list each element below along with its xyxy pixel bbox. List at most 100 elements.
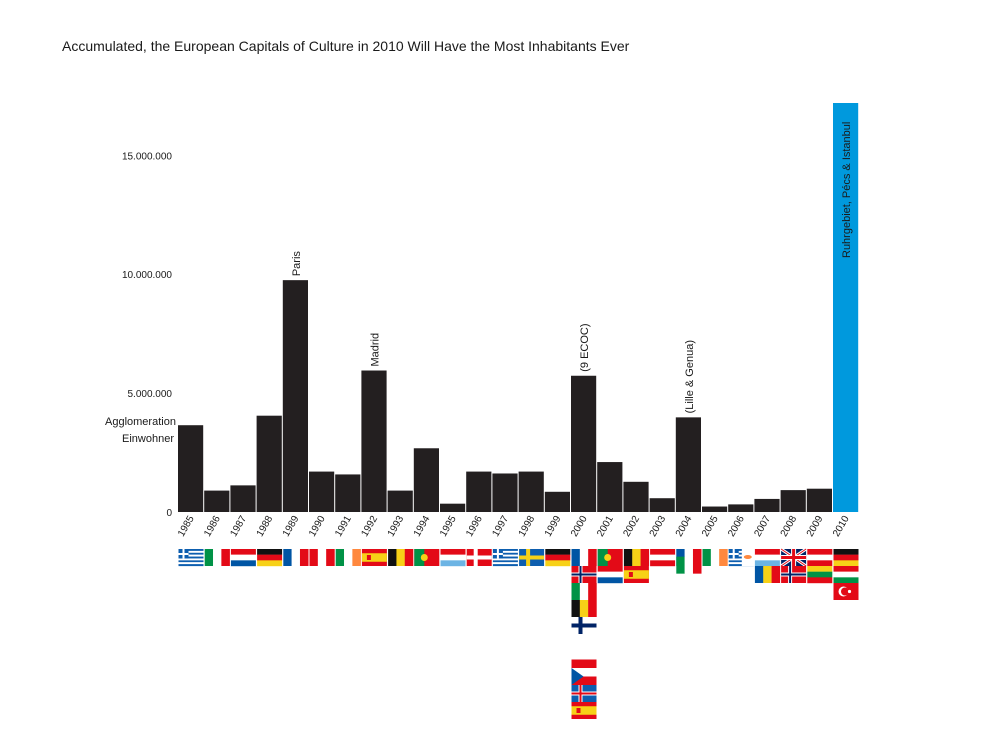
flag-netherlands-icon (230, 549, 256, 567)
flags (178, 547, 859, 719)
flag-spain-icon (623, 566, 649, 583)
bar-1988 (256, 415, 282, 512)
bar-2002 (623, 481, 649, 512)
flag-portugal-icon (597, 549, 623, 566)
flag-iceland-icon (571, 685, 597, 702)
bar-1989 (282, 280, 308, 512)
x-tick-label: 1985 (176, 514, 197, 539)
flag-norway-icon (571, 566, 597, 583)
flag-belgium-icon (623, 549, 650, 566)
x-tick-label: 1986 (202, 514, 223, 539)
bar-1994 (413, 448, 439, 512)
flag-denmark-icon (466, 549, 492, 566)
flag-italy-icon (204, 549, 230, 566)
bar-2001 (597, 462, 623, 512)
flag-uk-icon (309, 549, 335, 566)
flag-france-icon (283, 549, 309, 566)
flag-cyprus-icon (741, 549, 755, 566)
x-tick-label: 1989 (281, 514, 302, 539)
x-tick-label: 2006 (726, 514, 747, 539)
flag-ireland-icon (335, 549, 361, 566)
x-tick-label: 1998 (517, 514, 538, 539)
x-tick-label: 2004 (674, 514, 695, 539)
flag-poland-icon (571, 651, 597, 668)
bar-2000 (571, 375, 597, 512)
bar-2009 (806, 488, 832, 512)
flag-germany-icon (257, 549, 283, 567)
bar-1995 (440, 503, 466, 512)
bar-1998 (518, 471, 544, 512)
y-tick-label: 0 (166, 508, 172, 519)
x-tick-label: 1999 (543, 514, 564, 539)
x-tick-label: 1993 (386, 514, 407, 539)
annotation-2010: Ruhrgebiet, Pécs & Istanbul (841, 122, 853, 258)
flag-belgium-icon (388, 549, 414, 566)
bar-2008 (780, 490, 806, 512)
bar-1987 (230, 485, 256, 512)
x-tick-label: 1987 (228, 514, 249, 539)
flag-norway-icon (781, 566, 807, 583)
bar-1992 (361, 370, 387, 512)
y-axis-label-line-2: Einwohner (122, 433, 174, 445)
flag-belgium-icon (571, 600, 597, 617)
bar-1991 (335, 474, 361, 512)
x-tick-label: 2008 (779, 514, 800, 539)
annotation-2000: (9 ECOC) (579, 323, 591, 371)
x-tick-label: 2009 (805, 514, 826, 539)
flag-greece-icon (492, 549, 518, 567)
y-tick-label: 5.000.000 (128, 389, 173, 400)
y-axis: 0 5.000.000 10.000.000 15.000.000 (122, 151, 173, 519)
bar-1990 (309, 471, 335, 512)
bar-2006 (728, 504, 754, 512)
flag-germany-icon (545, 549, 571, 567)
flag-spain-icon (571, 702, 597, 719)
bar-2010 (833, 103, 859, 512)
flag-france-icon (571, 549, 597, 566)
flag-lithuania-icon (807, 566, 833, 584)
x-tick-label: 1990 (307, 514, 328, 539)
x-tick-label: 2003 (648, 514, 669, 539)
x-tick-label: 1992 (359, 514, 380, 539)
bar-1999 (544, 491, 570, 512)
bar-1985 (178, 425, 204, 512)
flag-luxembourg-icon (440, 549, 466, 567)
bar-1996 (466, 471, 492, 512)
flag-germany-icon (833, 549, 859, 567)
flag-sweden-icon (519, 549, 545, 566)
flag-austria-icon (807, 549, 833, 567)
annotation-2004: (Lille & Genua) (684, 340, 696, 413)
x-tick-label: 1996 (464, 514, 485, 539)
flag-italy-icon (676, 556, 702, 574)
x-tick-label: 1995 (438, 514, 459, 539)
bar-2007 (754, 498, 780, 512)
x-axis: 1985 1986 1987 1988 1989 1990 1991 1992 1993 1994… (176, 514, 852, 539)
bar-2003 (649, 498, 675, 512)
y-axis-label-line-1: Agglomeration (105, 416, 176, 428)
x-tick-label: 2001 (595, 514, 616, 539)
flag-austria-icon (650, 549, 676, 567)
x-tick-label: 1994 (412, 514, 433, 539)
x-tick-label: 2007 (752, 514, 773, 539)
flag-greece-icon (178, 549, 204, 567)
bar-2004 (675, 417, 701, 512)
annotation-1992: Madrid (370, 333, 382, 367)
flag-greece-icon (728, 549, 754, 567)
x-tick-label: 2000 (569, 514, 590, 539)
bar-1986 (204, 490, 230, 512)
flag-luxembourg-icon (754, 549, 780, 567)
x-tick-label: 1988 (255, 514, 276, 539)
bar-2005 (702, 506, 728, 512)
y-tick-label: 10.000.000 (122, 270, 172, 281)
bar-1997 (492, 473, 518, 512)
annotations: Paris Madrid (9 ECOC) (Lille & Genua) Ruhrge… (291, 122, 853, 414)
bar-1993 (387, 490, 413, 512)
chart-title: Accumulated, the European Capitals of Cu… (62, 38, 630, 54)
x-tick-label: 1991 (333, 514, 354, 539)
flag-ireland-icon (702, 549, 728, 566)
flag-italy-icon (571, 583, 597, 600)
flag-spain-icon (361, 549, 387, 566)
x-tick-label: 1997 (490, 514, 511, 539)
flag-turkey-icon (833, 583, 859, 600)
annotation-1989: Paris (291, 251, 303, 277)
